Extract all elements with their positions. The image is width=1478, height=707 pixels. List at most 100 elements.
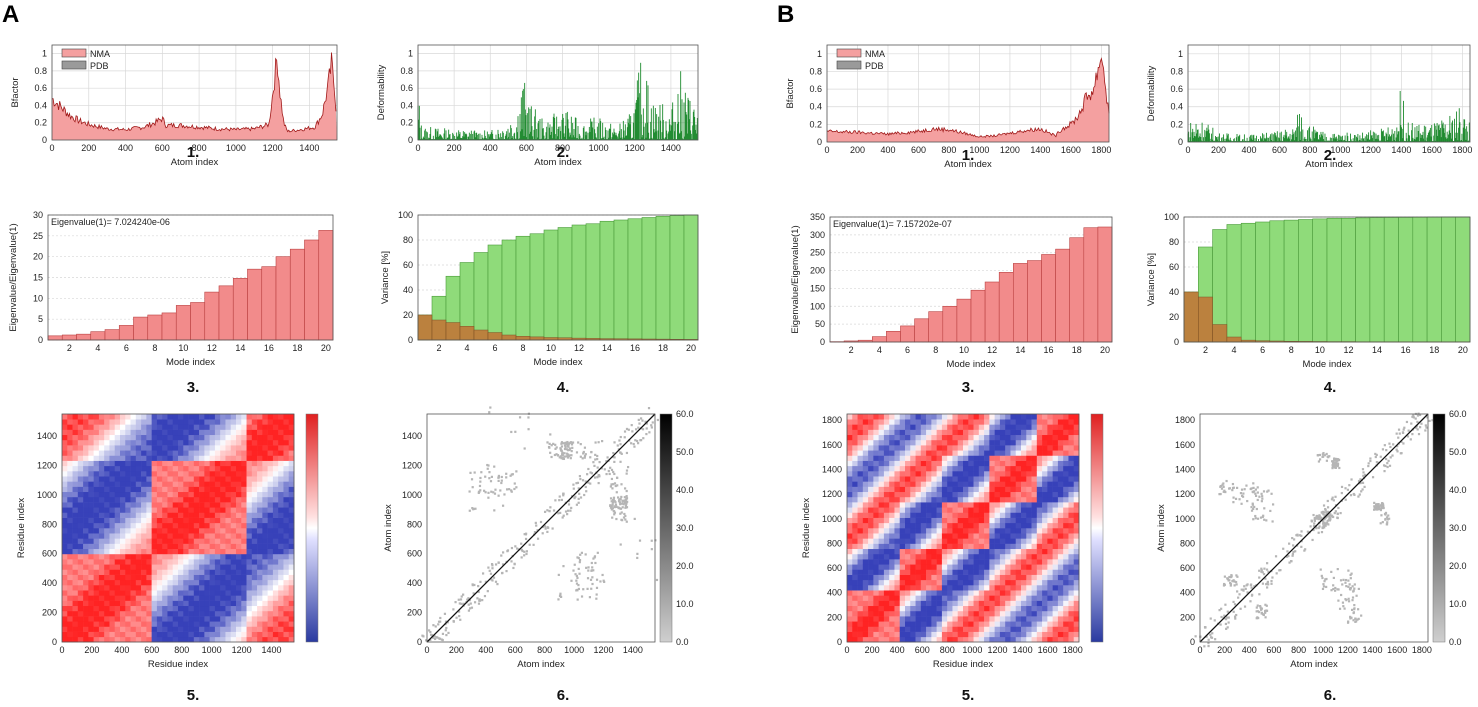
heatmap-cell: [873, 610, 879, 617]
heatmap-cell: [905, 595, 911, 601]
heatmap-cell: [125, 621, 131, 627]
heatmap-cell: [220, 605, 226, 612]
contact-point: [432, 624, 435, 627]
heatmap-cell: [109, 636, 116, 643]
heatmap-cell: [852, 522, 858, 529]
heatmap-cell: [109, 507, 116, 513]
chart-2: 2.0 200 400 600 800 1000 1200 140000.20.40.60.8…: [376, 44, 699, 168]
legend-label: PDB: [865, 61, 884, 71]
heatmap-cell: [847, 538, 853, 544]
heatmap-cell: [931, 481, 937, 487]
heatmap-cell: [246, 590, 253, 596]
heatmap-cell: [209, 507, 216, 513]
heatmap-cell: [272, 429, 279, 436]
x-tick-label: 1400: [299, 143, 319, 153]
heatmap-cell: [220, 595, 226, 601]
heatmap-cell: [963, 533, 969, 539]
heatmap-cell: [926, 450, 932, 456]
heatmap-cell: [899, 559, 906, 565]
heatmap-cell: [288, 419, 295, 425]
heatmap-cell: [931, 559, 937, 565]
x-tick-label: 600: [915, 645, 930, 655]
heatmap-cell: [947, 636, 953, 643]
heatmap-cell: [230, 481, 237, 487]
x-tick-label: 1200: [625, 143, 645, 153]
heatmap-cell: [109, 439, 116, 446]
heatmap-cell: [267, 569, 274, 575]
contact-point: [561, 456, 565, 459]
contact-point: [535, 524, 538, 527]
heatmap-cell: [862, 476, 869, 482]
heatmap-cell: [183, 502, 189, 508]
heatmap-cell: [141, 460, 147, 467]
heatmap-cell: [178, 455, 184, 461]
heatmap-cell: [172, 434, 179, 441]
heatmap-cell: [978, 450, 985, 456]
heatmap-cell: [288, 429, 295, 436]
chart-number-label: 2.: [557, 144, 570, 161]
contact-point: [590, 587, 593, 590]
heatmap-cell: [93, 616, 100, 622]
heatmap-cell: [262, 595, 268, 601]
heatmap-cell: [135, 455, 142, 461]
heatmap-cell: [862, 621, 869, 627]
heatmap-cell: [120, 491, 126, 498]
heatmap-cell: [77, 424, 84, 430]
heatmap-cell: [214, 631, 221, 638]
contact-point: [595, 586, 599, 589]
contact-point: [505, 476, 508, 479]
heatmap-cell: [93, 507, 100, 513]
contact-point: [452, 608, 455, 611]
heatmap-cell: [151, 600, 158, 607]
heatmap-cell: [104, 585, 110, 591]
heatmap-cell: [77, 471, 84, 477]
heatmap-cell: [288, 465, 295, 472]
heatmap-cell: [225, 579, 232, 586]
heatmap-cell: [920, 553, 927, 560]
heatmap-cell: [926, 616, 932, 622]
heatmap-cell: [230, 471, 237, 477]
heatmap-cell: [251, 496, 258, 503]
heatmap-cell: [135, 543, 142, 550]
heatmap-cell: [873, 460, 879, 467]
contact-point: [478, 599, 482, 602]
heatmap-cell: [246, 517, 253, 524]
heatmap-cell: [72, 600, 79, 607]
x-tick-label: 200: [84, 645, 99, 655]
heatmap-cell: [931, 496, 937, 503]
heatmap-cell: [188, 543, 195, 550]
heatmap-cell: [120, 512, 126, 518]
contact-point: [587, 569, 590, 572]
heatmap-cell: [936, 455, 943, 461]
heatmap-cell: [952, 460, 959, 467]
heatmap-cell: [241, 605, 247, 612]
chart-number-label: 4.: [557, 379, 570, 396]
contact-point: [557, 598, 560, 601]
contact-point: [583, 493, 586, 497]
contact-point: [561, 451, 564, 454]
heatmap-cell: [104, 476, 110, 482]
heatmap-cell: [862, 471, 869, 477]
heatmap-cell: [72, 543, 79, 550]
heatmap-cell: [151, 559, 158, 565]
colorbar-label: 0.0: [676, 637, 689, 647]
heatmap-cell: [978, 419, 985, 425]
cumulative-variance-bar: [641, 217, 657, 341]
heatmap-cell: [204, 621, 210, 627]
heatmap-cell: [220, 553, 226, 560]
y-tick-label: 0: [817, 137, 822, 147]
heatmap-cell: [188, 481, 195, 487]
nma-line: [52, 52, 337, 133]
y-tick-label: 0.8: [400, 66, 413, 76]
heatmap-cell: [262, 610, 268, 617]
heatmap-cell: [109, 512, 116, 518]
heatmap-cell: [957, 439, 964, 446]
heatmap-cell: [151, 528, 158, 534]
heatmap-cell: [941, 486, 948, 493]
heatmap-cell: [257, 559, 263, 565]
heatmap-cell: [156, 522, 163, 529]
contact-point: [613, 472, 616, 476]
heatmap-cell: [67, 460, 73, 467]
heatmap-cell: [920, 502, 927, 508]
